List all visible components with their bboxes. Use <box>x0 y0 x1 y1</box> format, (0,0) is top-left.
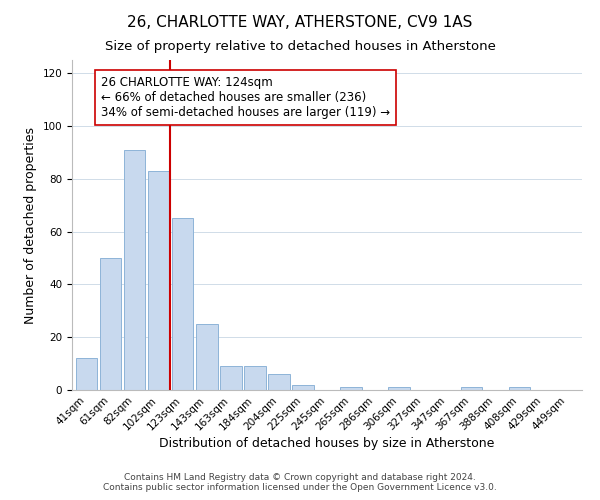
Bar <box>292 384 314 390</box>
Text: Size of property relative to detached houses in Atherstone: Size of property relative to detached ho… <box>104 40 496 53</box>
X-axis label: Distribution of detached houses by size in Atherstone: Distribution of detached houses by size … <box>160 438 494 450</box>
Bar <box>196 324 218 390</box>
Bar <box>244 366 266 390</box>
Bar <box>509 388 530 390</box>
Bar <box>100 258 121 390</box>
Bar <box>148 171 169 390</box>
Text: 26, CHARLOTTE WAY, ATHERSTONE, CV9 1AS: 26, CHARLOTTE WAY, ATHERSTONE, CV9 1AS <box>127 15 473 30</box>
Bar <box>220 366 242 390</box>
Bar <box>76 358 97 390</box>
Bar <box>124 150 145 390</box>
Bar <box>172 218 193 390</box>
Bar <box>461 388 482 390</box>
Bar <box>388 388 410 390</box>
Bar <box>268 374 290 390</box>
Y-axis label: Number of detached properties: Number of detached properties <box>24 126 37 324</box>
Text: Contains HM Land Registry data © Crown copyright and database right 2024.
Contai: Contains HM Land Registry data © Crown c… <box>103 473 497 492</box>
Text: 26 CHARLOTTE WAY: 124sqm
← 66% of detached houses are smaller (236)
34% of semi-: 26 CHARLOTTE WAY: 124sqm ← 66% of detach… <box>101 76 391 119</box>
Bar <box>340 388 362 390</box>
